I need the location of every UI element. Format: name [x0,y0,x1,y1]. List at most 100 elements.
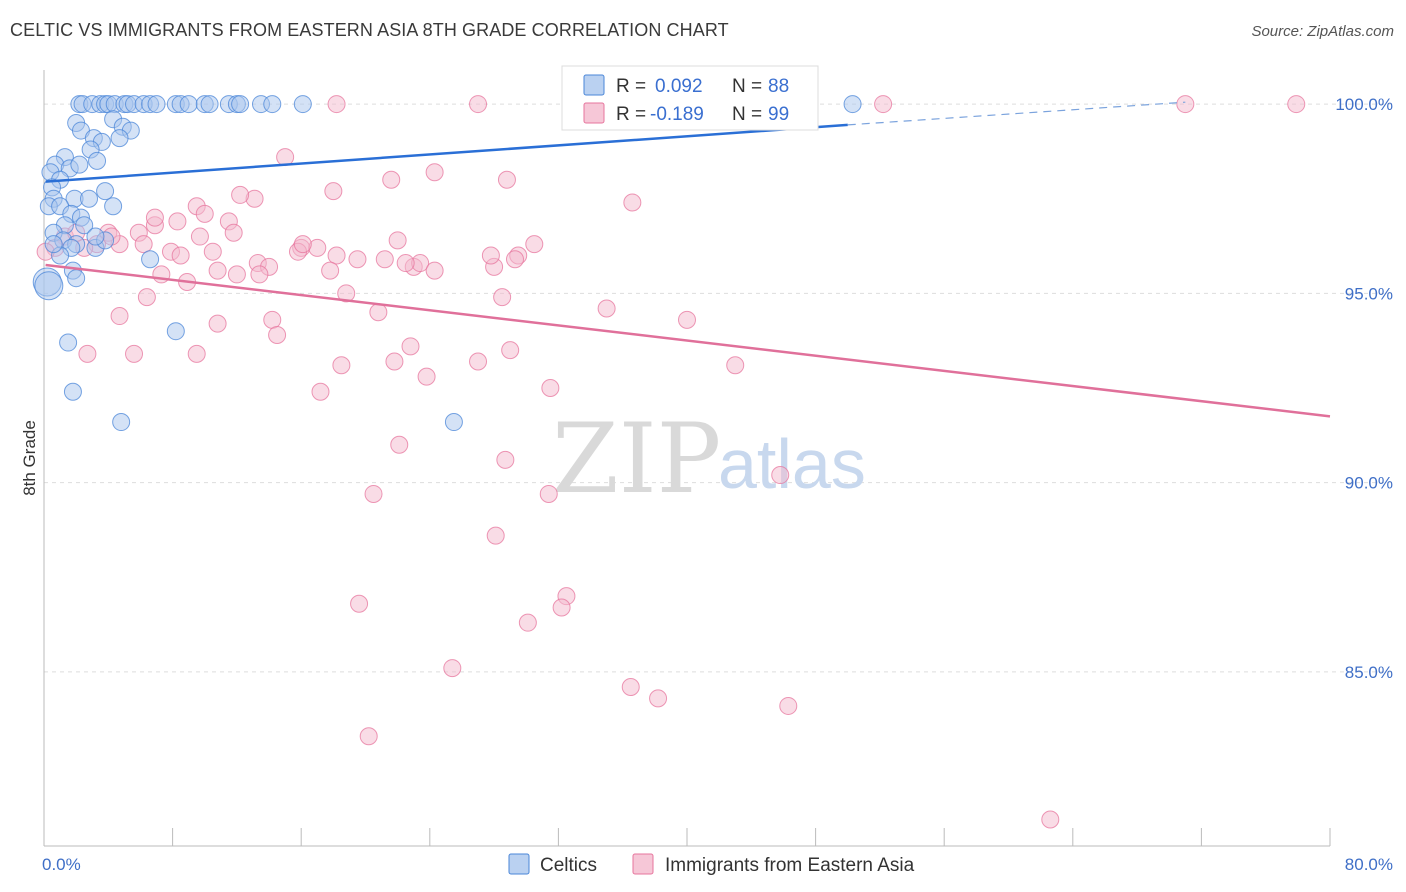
eastern-asia-point [171,246,190,265]
bottom-legend-swatch-eastern-asia[interactable] [632,853,654,875]
eastern-asia-point [190,227,209,246]
eastern-asia-point [401,337,420,356]
eastern-asia-point [1176,95,1195,114]
celtics-point [44,235,63,254]
eastern-asia-point [481,246,500,265]
eastern-asia-point [425,261,444,280]
eastern-asia-point [501,341,520,360]
eastern-asia-point [425,163,444,182]
eastern-asia-point [293,235,312,254]
eastern-asia-point [505,250,524,269]
series-legend: Celtics Immigrants from Eastern Asia [508,853,915,876]
legend-n-label-celtics: N = [732,76,762,97]
celtics-point [166,322,185,341]
celtics-trend-line [45,123,848,183]
eastern-asia-point [486,526,505,545]
celtics-point [231,95,250,114]
eastern-asia-point [227,265,246,284]
eastern-asia-point [369,303,388,322]
eastern-asia-point [396,254,415,273]
bottom-legend-label-celtics[interactable]: Celtics [540,855,597,876]
celtics-point [75,216,94,235]
celtics-point [70,155,89,174]
celtics-point [80,189,99,208]
eastern-asia-point [375,250,394,269]
eastern-asia-point [621,678,640,697]
eastern-asia-point [779,696,798,715]
y-tick-label: 95.0% [1345,284,1393,303]
bottom-legend-label-eastern-asia[interactable]: Immigrants from Eastern Asia [665,855,915,876]
eastern-asia-point [268,325,287,344]
eastern-asia-point [541,378,560,397]
celtics-point [96,182,115,201]
trend-lines [45,101,1331,418]
y-tick-label: 100.0% [1335,95,1393,114]
eastern-asia-point [623,193,642,212]
eastern-asia-point [145,208,164,227]
eastern-asia-point [110,307,129,326]
celtics-point [110,129,129,148]
eastern-asia-point [78,344,97,363]
x-tick-label-max: 80.0% [1345,855,1393,874]
bottom-legend-swatch-celtics[interactable] [508,853,530,875]
eastern-asia-point [496,450,515,469]
legend-r-value-celtics: 0.092 [655,76,703,97]
celtics-point [263,95,282,114]
celtics-point [141,250,160,269]
eastern-asia-point [518,613,537,632]
celtics-point [112,413,131,432]
y-tick-label: 85.0% [1345,663,1393,682]
eastern-asia-point [469,95,488,114]
celtics-point [179,95,198,114]
legend-n-value-celtics: 88 [768,76,789,97]
eastern-asia-point [390,435,409,454]
eastern-asia-point [443,659,462,678]
celtics-point [67,269,86,288]
celtics-point [59,333,78,352]
eastern-asia-point [208,314,227,333]
legend-r-value-eastern-asia: -0.189 [650,104,704,125]
eastern-asia-point [168,212,187,231]
eastern-asia-point [552,598,571,617]
eastern-asia-point [195,204,214,223]
eastern-asia-point [385,352,404,371]
celtics-point [293,95,312,114]
legend-n-label-eastern-asia: N = [732,104,762,125]
eastern-asia-point [382,170,401,189]
eastern-asia-point [332,356,351,375]
celtics-point [88,151,107,170]
eastern-asia-point [337,284,356,303]
celtics-point [34,271,64,301]
celtics-point [86,227,105,246]
celtics-point [63,382,82,401]
legend-swatch-celtics [583,74,605,96]
celtics-point [843,95,862,114]
eastern-asia-point [125,344,144,363]
axes [43,70,1331,847]
eastern-asia-point [649,689,668,708]
eastern-asia-point [187,344,206,363]
y-tick-label: 90.0% [1345,474,1393,493]
eastern-asia-point [348,250,367,269]
eastern-asia-point [263,310,282,329]
eastern-asia-point [327,246,346,265]
celtics-point [104,197,123,216]
eastern-asia-point [469,352,488,371]
eastern-asia-trend-line [45,263,1331,418]
x-tick-labels: 0.0% 80.0% [42,855,1393,874]
chart-title: CELTIC VS IMMIGRANTS FROM EASTERN ASIA 8… [10,20,729,40]
eastern-asia-point [771,466,790,485]
eastern-asia-point [276,148,295,167]
eastern-asia-point [208,261,227,280]
eastern-asia-point [137,288,156,307]
y-axis-title: 8th Grade [20,420,39,496]
eastern-asia-point [1287,95,1306,114]
eastern-asia-point [231,185,250,204]
celtics-point [147,95,166,114]
eastern-asia-point [497,170,516,189]
eastern-asia-point [525,235,544,254]
eastern-asia-point [1041,810,1060,829]
celtics-trend-extension [847,101,1186,126]
correlation-legend: R = 0.092 N = 88 R = -0.189 N = 99 [561,65,819,131]
eastern-asia-point [350,594,369,613]
